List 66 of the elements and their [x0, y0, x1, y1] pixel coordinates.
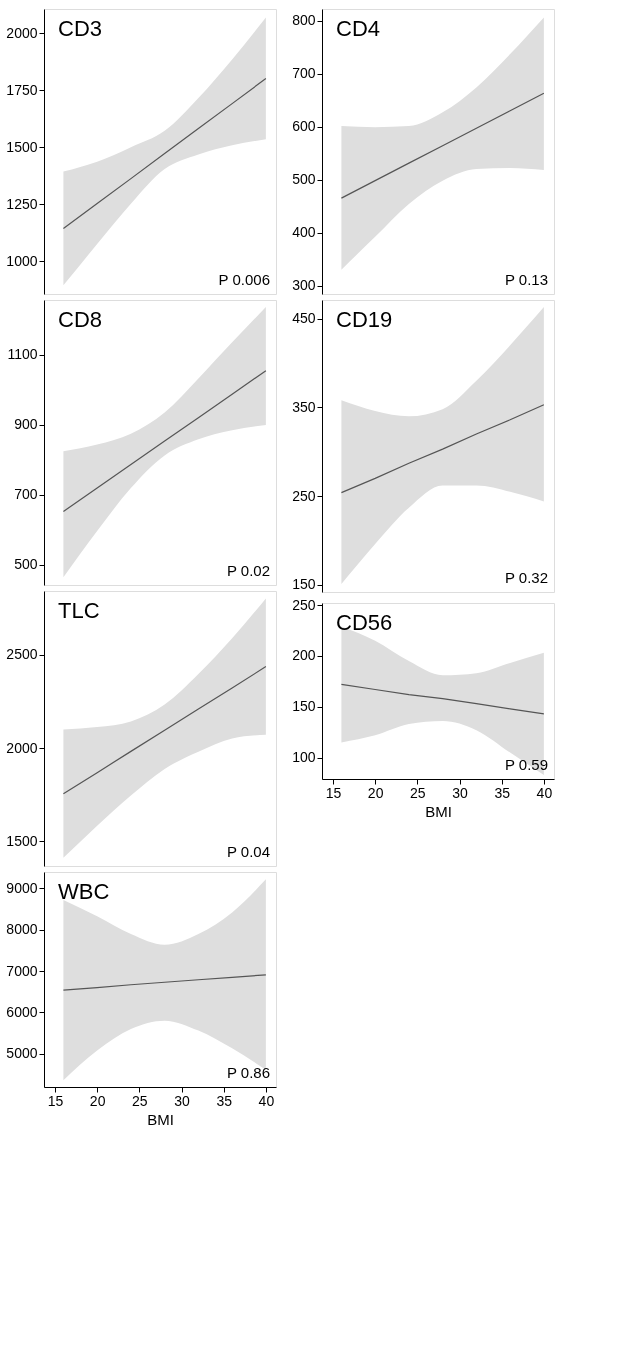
x-tick-label: 40: [536, 784, 553, 801]
y-tick-label: 1250: [6, 195, 38, 212]
annotation: P 0.04: [226, 843, 270, 860]
annotation: P 0.13: [504, 271, 548, 288]
y-tick-label: 2500: [6, 646, 38, 663]
y-tick-label: 9000: [6, 879, 38, 896]
y-tick-label: 1100: [7, 346, 38, 363]
y-tick-label: 800: [292, 12, 316, 29]
x-axis-title: BMI: [147, 1110, 174, 1128]
y-tick-label: 450: [292, 310, 316, 327]
line-series: [340, 92, 545, 199]
x-tick-label: 25: [132, 1092, 148, 1109]
chart-title: CD3: [58, 16, 103, 41]
annotation: P 0.006: [218, 271, 270, 288]
annotation: P 0.32: [504, 569, 548, 586]
x-tick-label: 35: [216, 1092, 233, 1109]
x-tick-label: 35: [494, 784, 511, 801]
line-series: [62, 974, 267, 991]
x-tick-label: 30: [174, 1092, 191, 1109]
x-tick-label: 40: [258, 1092, 275, 1109]
y-tick-label: 150: [292, 576, 316, 593]
y-tick-label: 700: [292, 65, 316, 82]
chart-title: CD8: [58, 307, 103, 332]
x-tick-label: 25: [410, 784, 426, 801]
y-tick-label: 150: [292, 698, 316, 715]
y-tick-label: 200: [292, 647, 316, 664]
line-series: [340, 683, 545, 715]
y-tick-label: 100: [292, 749, 316, 766]
y-tick-label: 250: [292, 487, 316, 504]
y-tick-label: 600: [292, 118, 316, 135]
chart-title: CD19: [336, 307, 393, 332]
annotation: P 0.59: [504, 756, 548, 773]
chart-title: CD56: [336, 610, 393, 635]
y-tick-label: 900: [14, 416, 38, 433]
annotation: P 0.86: [226, 1064, 270, 1081]
x-tick-label: 30: [452, 784, 469, 801]
y-tick-label: 500: [292, 171, 316, 188]
line-series: [62, 370, 267, 513]
annotation: P 0.02: [226, 562, 270, 579]
y-tick-label: 8000: [6, 921, 38, 938]
x-tick-label: 15: [47, 1092, 64, 1109]
chart-title: CD4: [336, 16, 381, 41]
line-series: [62, 77, 267, 230]
y-tick-label: 400: [292, 224, 316, 241]
chart-title: WBC: [58, 879, 110, 904]
chart-title: TLC: [58, 598, 100, 623]
y-tick-label: 250: [292, 596, 316, 613]
x-tick-label: 20: [367, 784, 384, 801]
y-tick-label: 2000: [6, 739, 38, 756]
y-tick-label: 1750: [6, 81, 38, 98]
x-tick-label: 15: [325, 784, 342, 801]
y-tick-label: 300: [292, 277, 316, 294]
y-tick-label: 6000: [6, 1003, 38, 1020]
x-tick-label: 20: [89, 1092, 106, 1109]
line-series: [340, 404, 545, 494]
y-tick-label: 1500: [6, 138, 38, 155]
y-tick-label: 5000: [6, 1045, 38, 1062]
x-axis-title: BMI: [425, 802, 452, 820]
y-tick-label: 350: [292, 398, 316, 415]
y-tick-label: 1000: [6, 252, 38, 269]
y-tick-label: 1500: [6, 832, 38, 849]
y-tick-label: 700: [14, 486, 38, 503]
line-series: [62, 666, 267, 795]
y-tick-label: 7000: [6, 962, 38, 979]
y-tick-label: 500: [14, 556, 38, 573]
y-tick-label: 2000: [6, 24, 38, 41]
